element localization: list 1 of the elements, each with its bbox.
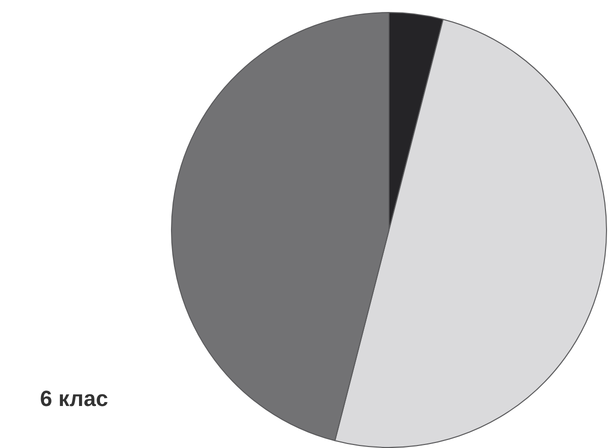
text: 6 клас bbox=[40, 386, 108, 412]
